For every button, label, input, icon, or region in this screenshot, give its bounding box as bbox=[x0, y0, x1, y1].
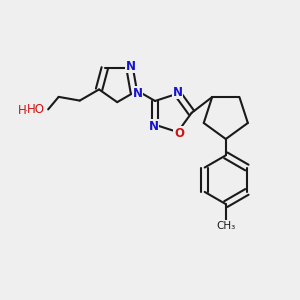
Text: N: N bbox=[133, 87, 142, 100]
Text: N: N bbox=[172, 85, 183, 99]
Text: HO: HO bbox=[27, 103, 45, 116]
Text: CH₃: CH₃ bbox=[216, 221, 236, 231]
Text: O: O bbox=[174, 127, 184, 140]
Text: N: N bbox=[148, 120, 159, 133]
Text: N: N bbox=[126, 60, 136, 73]
Text: H–O: H–O bbox=[18, 104, 42, 117]
